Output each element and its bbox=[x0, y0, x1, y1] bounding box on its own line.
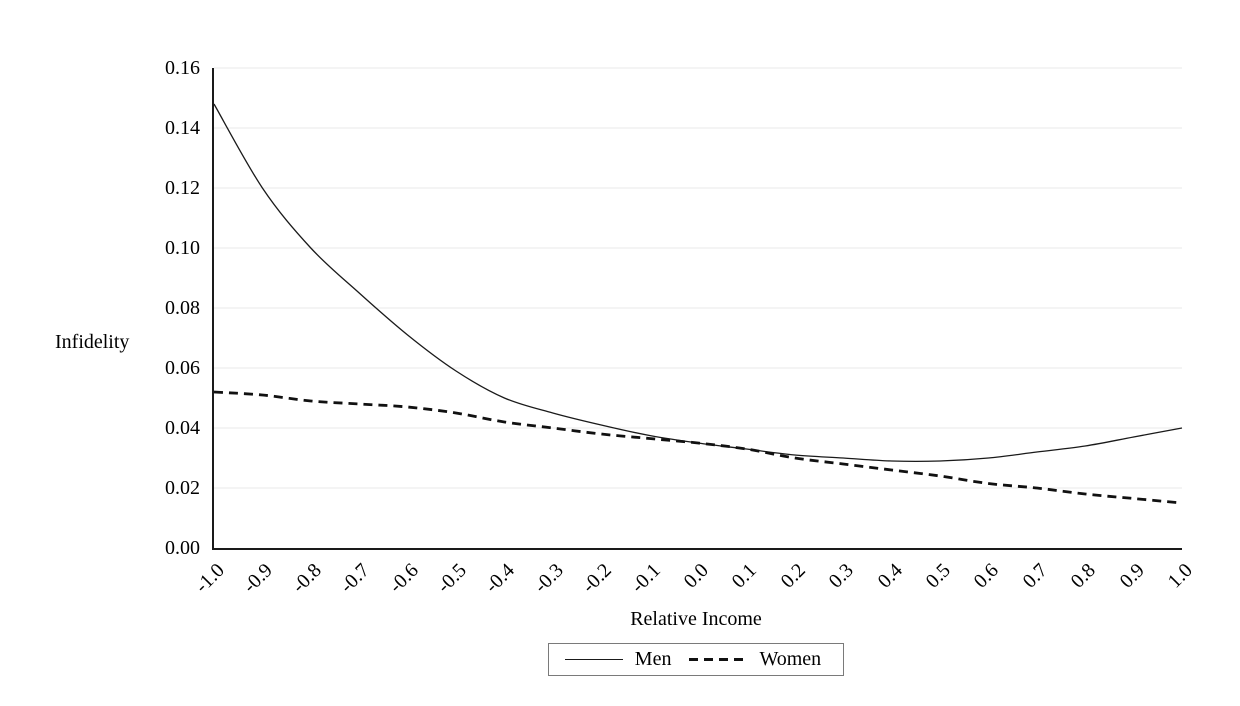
y-tick-label: 0.12 bbox=[165, 177, 200, 199]
chart-svg bbox=[213, 67, 1183, 505]
legend-label-women: Women bbox=[759, 648, 822, 670]
y-tick-label: 0.00 bbox=[165, 537, 200, 559]
y-tick-label: 0.14 bbox=[165, 117, 200, 139]
men-line-sample bbox=[564, 659, 623, 660]
y-tick-label: 0.02 bbox=[165, 477, 200, 499]
legend-label-men: Men bbox=[634, 648, 672, 670]
y-tick-label: 0.06 bbox=[165, 357, 200, 379]
women-line-sample bbox=[689, 657, 748, 662]
legend: Men Women bbox=[212, 643, 1180, 676]
gridlines bbox=[214, 67, 1182, 489]
y-axis-title: Infidelity bbox=[55, 331, 130, 353]
women-line bbox=[213, 390, 1183, 505]
plot-area bbox=[212, 67, 1183, 550]
y-tick-label: 0.16 bbox=[165, 57, 200, 79]
y-tick-label: 0.08 bbox=[165, 297, 200, 319]
y-tick-label: 0.10 bbox=[165, 237, 200, 259]
y-tick-label: 0.04 bbox=[165, 417, 200, 439]
x-axis-title: Relative Income bbox=[630, 608, 762, 630]
legend-box: Men Women bbox=[547, 643, 845, 676]
men-line bbox=[213, 103, 1183, 463]
